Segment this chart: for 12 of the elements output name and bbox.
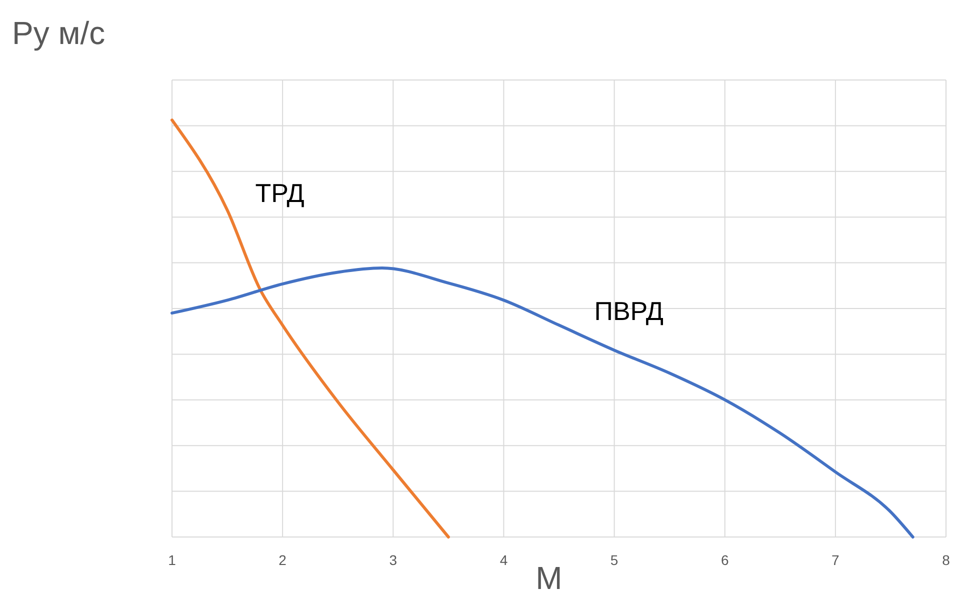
x-axis-title: M: [536, 560, 562, 596]
x-tick-label: 2: [278, 552, 287, 568]
y-axis-title: Ру м/с: [12, 15, 106, 51]
x-tick-label: 6: [720, 552, 729, 568]
x-tick-label: 7: [832, 552, 840, 568]
x-tick-label: 3: [389, 552, 398, 568]
x-tick-label: 5: [610, 552, 618, 568]
series-label: ТРД: [255, 178, 305, 208]
x-tick-label: 1: [168, 552, 176, 568]
x-tick-label: 8: [942, 552, 950, 568]
series-label: ПВРД: [594, 296, 664, 326]
x-tick-label: 4: [500, 552, 508, 568]
